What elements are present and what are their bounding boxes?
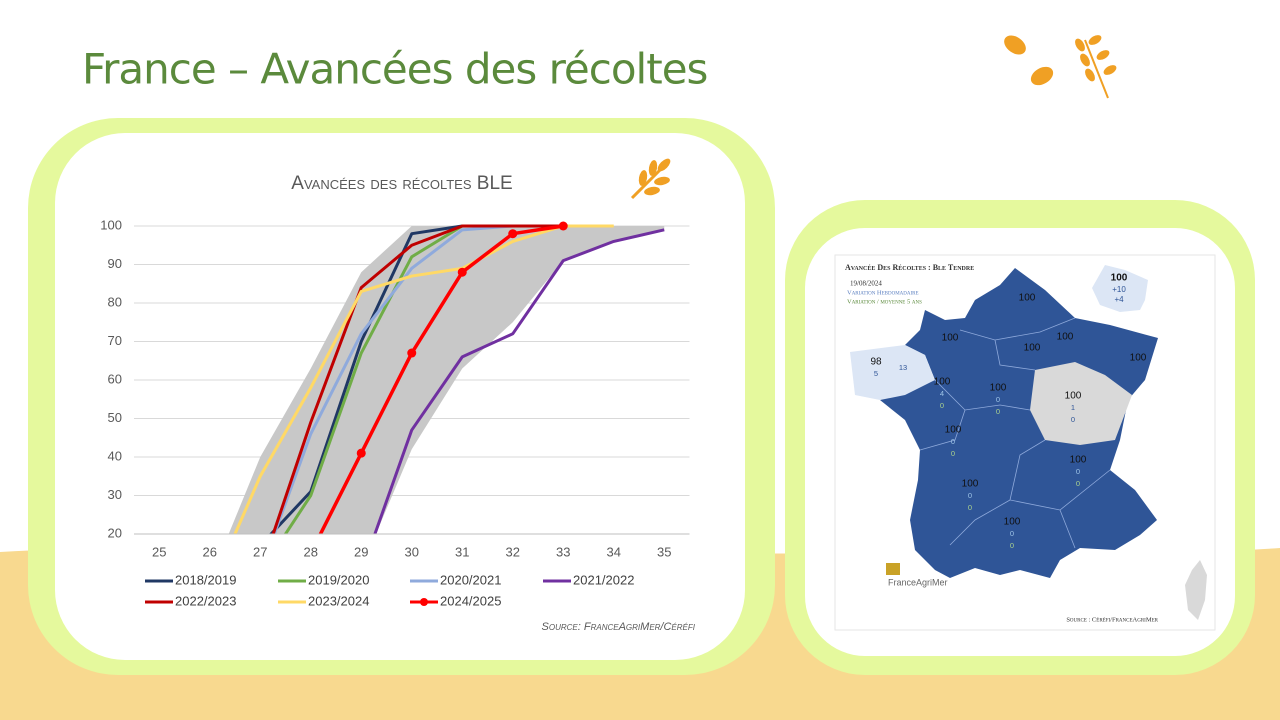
- legend-label: 2021/2022: [573, 572, 634, 587]
- region-value: 100: [1019, 293, 1036, 304]
- legend-label: 2019/2020: [308, 572, 369, 587]
- legend-label: 2024/2025: [440, 593, 501, 608]
- series-marker: [356, 448, 366, 458]
- legend-label: 2020/2021: [440, 572, 501, 587]
- x-tick-label: 26: [203, 544, 217, 559]
- region-avg: 13: [899, 363, 907, 372]
- region-value: 100: [1024, 343, 1041, 354]
- map-legend-weekly: Variation Hebdomadaire: [847, 289, 919, 296]
- wheat-icon: [630, 158, 671, 200]
- region-value: 100: [942, 333, 959, 344]
- series-line: [271, 224, 564, 534]
- series-line: [318, 224, 564, 534]
- region-avg: 0: [968, 503, 972, 512]
- region-weekly: 5: [874, 369, 878, 378]
- region-bourgogne: [1030, 362, 1132, 445]
- logo-icon: [886, 563, 900, 575]
- region-avg: 0: [1010, 541, 1014, 550]
- region-value: 100: [934, 377, 951, 388]
- region-value: 100: [1004, 517, 1021, 528]
- map-source: Source : Céréfi/FranceAgriMer: [1066, 616, 1158, 623]
- region-weekly: 0: [1010, 529, 1014, 538]
- region-borders: [919, 317, 1111, 549]
- series-marker: [457, 267, 467, 277]
- map-title: Avancée Des Récoltes : Ble Tendre: [845, 263, 974, 272]
- france-value: 100: [1111, 273, 1128, 284]
- region-weekly: 0: [1076, 467, 1080, 476]
- x-tick-label: 31: [455, 544, 469, 559]
- x-tick-label: 29: [354, 544, 368, 559]
- logo-text: FranceAgriMer: [888, 577, 948, 587]
- region-avg: 0: [951, 449, 955, 458]
- france-map: [880, 268, 1158, 578]
- legend-label: 2023/2024: [308, 593, 369, 608]
- region-avg: 0: [1071, 415, 1075, 424]
- plot: 20 30 40 50 60 70 80 90 100 25 26 27 28 29 30 31 32 33 34 3…: [100, 217, 690, 608]
- region-avg: 0: [996, 407, 1000, 416]
- x-tick-label: 30: [405, 544, 419, 559]
- y-tick-label: 60: [108, 371, 122, 386]
- x-tick-label: 33: [556, 544, 570, 559]
- region-value: 100: [1065, 391, 1082, 402]
- region-weekly: 0: [968, 491, 972, 500]
- wheat-decoration: [1004, 35, 1117, 99]
- map-legend-avg: Variation / moyenne 5 ans: [847, 298, 922, 305]
- y-tick-label: 90: [108, 256, 122, 271]
- region-weekly: 4: [940, 389, 944, 398]
- x-tick-label: 35: [657, 544, 671, 559]
- chart-title: Avancées des récoltes BLE: [291, 173, 512, 194]
- region-avg: 0: [1076, 479, 1080, 488]
- x-tick-label: 25: [152, 544, 166, 559]
- plot-area: [228, 221, 665, 534]
- series-line: [233, 224, 614, 534]
- series-marker: [407, 348, 417, 358]
- region-weekly: 0: [996, 395, 1000, 404]
- y-tick-label: 20: [108, 525, 122, 540]
- region-value: 98: [870, 357, 882, 368]
- y-tick-label: 80: [108, 294, 122, 309]
- legend-marker: [420, 598, 428, 606]
- chart-source: Source: FranceAgriMer/Céréfi: [542, 621, 696, 633]
- legend-label: 2022/2023: [175, 593, 236, 608]
- x-tick-label: 27: [253, 544, 267, 559]
- y-tick-label: 100: [100, 217, 122, 232]
- slide-title: France – Avancées des récoltes: [82, 45, 707, 94]
- x-tick-label: 32: [506, 544, 520, 559]
- map-date: 19/08/2024: [850, 280, 882, 288]
- y-tick-label: 40: [108, 448, 122, 463]
- corsica: [1185, 560, 1207, 620]
- y-tick-label: 30: [108, 487, 122, 502]
- region-value: 100: [945, 425, 962, 436]
- series-line: [373, 228, 665, 534]
- x-tick-label: 28: [304, 544, 318, 559]
- region-weekly: 0: [951, 437, 955, 446]
- legend-label: 2018/2019: [175, 572, 236, 587]
- region-bretagne: [850, 345, 935, 400]
- region-value: 100: [1070, 455, 1087, 466]
- france-avg: +4: [1114, 295, 1124, 304]
- france-inset: [1092, 265, 1148, 312]
- series-marker: [508, 229, 518, 239]
- region-value: 100: [1130, 353, 1147, 364]
- region-value: 100: [1057, 332, 1074, 343]
- region-avg: 0: [940, 401, 944, 410]
- region-value: 100: [990, 383, 1007, 394]
- series-marker: [558, 221, 568, 231]
- x-tick-label: 34: [607, 544, 621, 559]
- y-tick-label: 70: [108, 333, 122, 348]
- region-weekly: 1: [1071, 403, 1075, 412]
- y-tick-label: 50: [108, 410, 122, 425]
- region-labels: 1001001001001009851310040100001001010000…: [870, 293, 1146, 550]
- region-value: 100: [962, 479, 979, 490]
- france-weekly: +10: [1112, 285, 1126, 294]
